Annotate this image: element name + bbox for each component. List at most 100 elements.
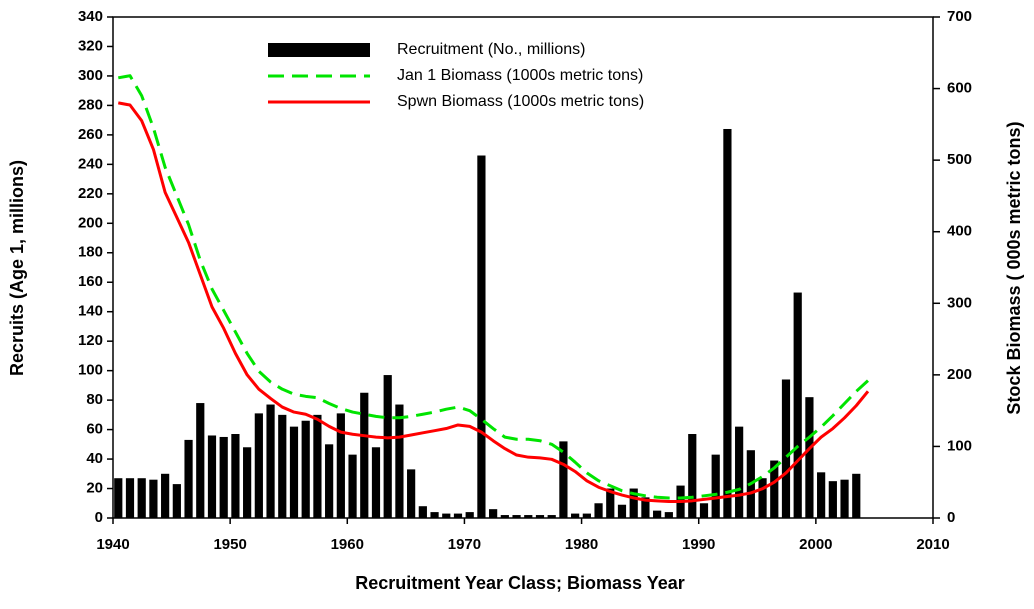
bar xyxy=(301,420,310,518)
y-tick-label: 100 xyxy=(78,362,103,379)
bar xyxy=(360,392,369,518)
bar xyxy=(781,379,791,518)
y-tick-label: 120 xyxy=(78,332,103,349)
x-tick-label: 1940 xyxy=(96,536,129,553)
x-tick-label: 1990 xyxy=(682,536,715,553)
x-tick-label: 2010 xyxy=(916,536,949,553)
x-axis-title: Recruitment Year Class; Biomass Year xyxy=(355,573,685,593)
x-tick-label: 1950 xyxy=(213,536,246,553)
bar xyxy=(137,478,146,518)
bar xyxy=(594,503,603,518)
bar xyxy=(453,513,463,518)
y2-tick-label: 200 xyxy=(947,366,972,383)
bar xyxy=(430,512,439,518)
bar xyxy=(278,414,287,518)
y-tick-label: 240 xyxy=(78,155,103,172)
bar xyxy=(325,444,334,518)
y-tick-label: 340 xyxy=(78,8,103,25)
bar xyxy=(172,484,181,518)
x-tick-label: 1970 xyxy=(448,536,481,553)
bar xyxy=(617,504,627,518)
plot-frame xyxy=(112,16,934,519)
bar xyxy=(524,515,533,518)
bar xyxy=(489,509,498,518)
bar xyxy=(653,510,662,518)
y-tick-label: 20 xyxy=(86,479,103,496)
y-tick-label: 260 xyxy=(78,126,103,143)
y2-tick-label: 100 xyxy=(947,437,972,454)
legend-swatch xyxy=(268,43,370,57)
bar xyxy=(793,292,802,518)
y2-tick-label: 300 xyxy=(947,294,972,311)
y-axis-title: Recruits (Age 1, millions) xyxy=(7,160,27,376)
bar xyxy=(348,454,357,518)
y-tick-label: 300 xyxy=(78,67,103,84)
bar xyxy=(571,513,580,518)
bar xyxy=(817,472,826,518)
bar xyxy=(407,469,416,518)
legend-label: Recruitment (No., millions) xyxy=(397,41,585,58)
bar xyxy=(254,413,263,518)
bar xyxy=(395,404,404,518)
y-tick-label: 140 xyxy=(78,303,103,320)
bar xyxy=(641,497,650,518)
bar xyxy=(149,479,158,518)
y-tick-label: 320 xyxy=(78,37,103,54)
bar xyxy=(512,515,521,518)
bar xyxy=(231,434,240,518)
bar xyxy=(442,513,451,518)
y-tick-label: 80 xyxy=(86,391,103,408)
x-tick-label: 2000 xyxy=(799,536,832,553)
y-tick-label: 220 xyxy=(78,185,103,202)
bar xyxy=(184,439,193,518)
bar xyxy=(383,375,392,518)
bar xyxy=(500,515,509,518)
bar xyxy=(606,488,615,518)
y2-tick-label: 500 xyxy=(947,151,972,168)
bar xyxy=(699,503,709,518)
bar xyxy=(465,512,474,518)
y-tick-label: 60 xyxy=(86,421,103,438)
y2-tick-label: 400 xyxy=(947,223,972,240)
bar xyxy=(418,506,427,518)
bar xyxy=(559,441,568,518)
legend-label: Jan 1 Biomass (1000s metric tons) xyxy=(397,67,643,84)
bar xyxy=(852,473,861,518)
bar xyxy=(336,413,345,518)
bar xyxy=(477,155,486,518)
bar xyxy=(828,481,837,518)
bar xyxy=(207,435,217,518)
bar xyxy=(758,478,767,518)
y2-tick-label: 600 xyxy=(947,80,972,97)
bar xyxy=(664,512,673,518)
bar xyxy=(582,513,591,518)
series-line xyxy=(118,74,869,500)
y2-tick-label: 0 xyxy=(947,509,955,526)
bar xyxy=(161,473,170,518)
bar xyxy=(711,454,720,518)
y-tick-label: 200 xyxy=(78,214,103,231)
bar xyxy=(313,414,322,518)
bar xyxy=(723,128,732,519)
y-tick-label: 180 xyxy=(78,244,103,261)
y-tick-label: 160 xyxy=(78,273,103,290)
bar xyxy=(688,434,697,518)
x-tick-label: 1980 xyxy=(565,536,598,553)
bar xyxy=(840,479,849,518)
bar xyxy=(371,447,381,518)
y-tick-label: 280 xyxy=(78,96,103,113)
legend-label: Spwn Biomass (1000s metric tons) xyxy=(397,93,644,110)
bar xyxy=(629,488,638,518)
y2-tick-label: 700 xyxy=(947,8,972,25)
bar xyxy=(266,404,275,518)
y2-axis-title: Stock Biomass ( 000s metric tons) xyxy=(1004,121,1024,414)
y-tick-label: 0 xyxy=(95,509,103,526)
bar xyxy=(114,478,123,518)
bar xyxy=(125,478,135,518)
bar xyxy=(289,426,299,518)
y-tick-label: 40 xyxy=(86,450,103,467)
x-tick-label: 1960 xyxy=(331,536,364,553)
bar xyxy=(243,447,252,518)
bar xyxy=(735,426,744,518)
